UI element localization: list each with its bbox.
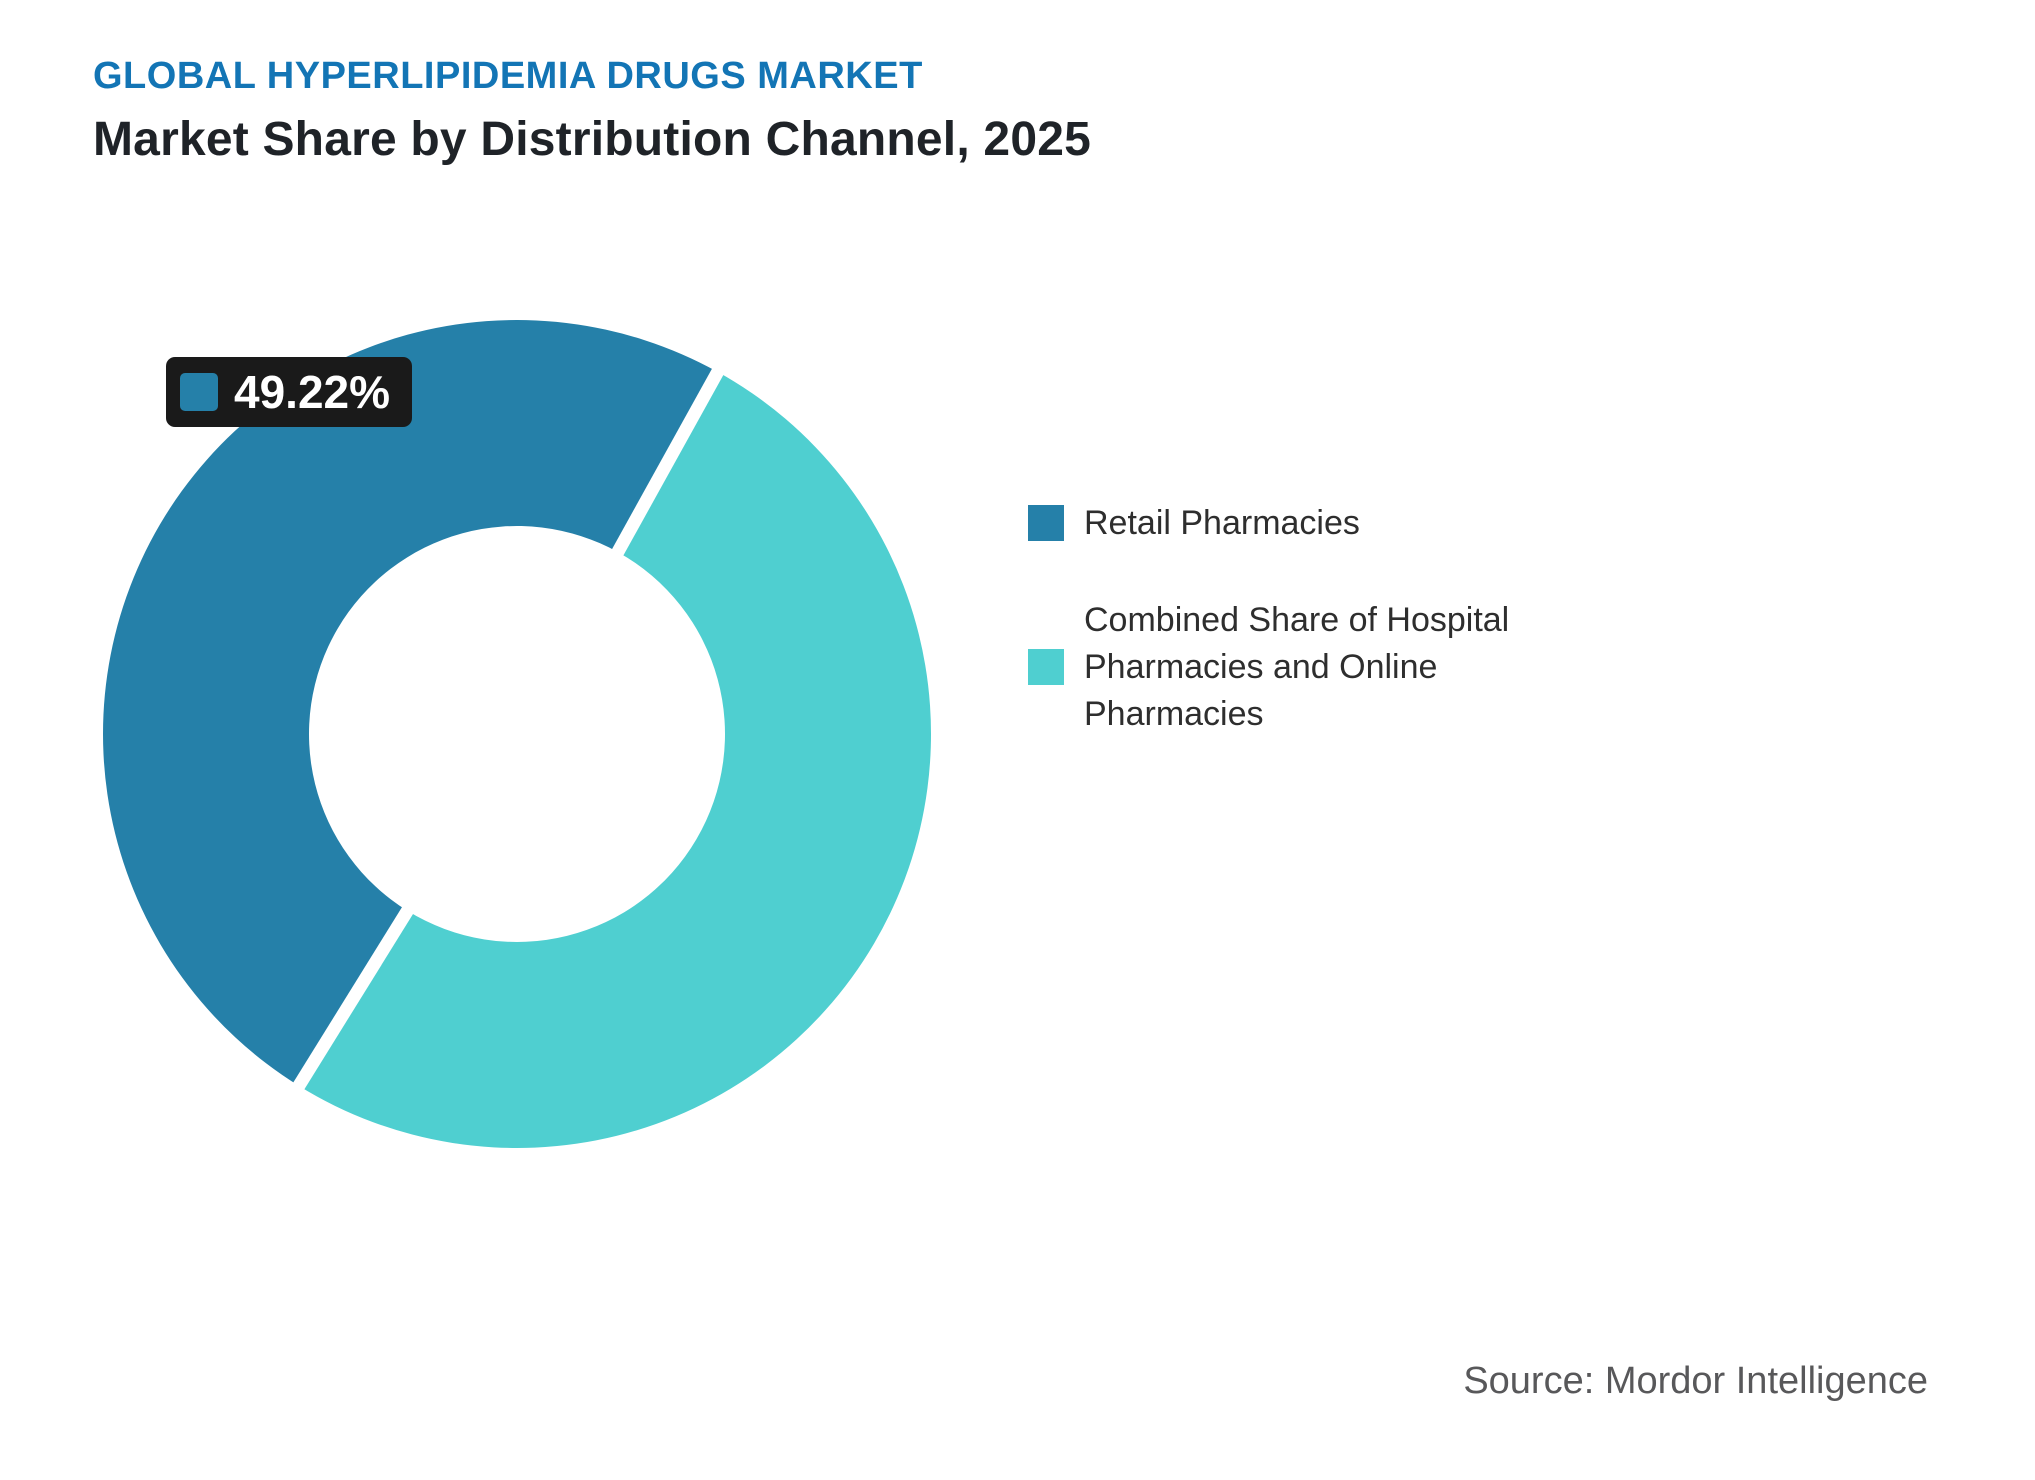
donut-slice-1[interactable] xyxy=(298,371,931,1148)
legend-label-hospital-online-pharmacies: Combined Share of Hospital Pharmacies an… xyxy=(1084,600,1510,733)
data-label-callout: 49.22% xyxy=(166,357,413,427)
report-eyebrow-title: GLOBAL HYPERLIPIDEMIA DRUGS MARKET xyxy=(93,55,923,97)
slice-separator xyxy=(286,845,452,1100)
source-attribution: Source: Mordor Intelligence xyxy=(1463,1360,1928,1402)
legend-swatch-retail-pharmacies xyxy=(1028,505,1064,542)
callout-series-swatch xyxy=(180,373,218,411)
callout-value: 49.22% xyxy=(234,366,391,418)
legend-swatch-hospital-online-pharmacies xyxy=(1028,649,1064,686)
legend-item-retail-pharmacies[interactable]: Retail Pharmacies xyxy=(1028,500,1509,547)
chart-header: GLOBAL HYPERLIPIDEMIA DRUGS MARKET Marke… xyxy=(93,55,1091,167)
chart-legend: Retail Pharmacies Combined Share of Hosp… xyxy=(1028,500,1509,738)
donut-slice-0[interactable] xyxy=(102,319,718,1086)
legend-item-hospital-online-pharmacies[interactable]: Combined Share of Hospital Pharmacies an… xyxy=(1028,597,1509,738)
chart-title: Market Share by Distribution Channel, 20… xyxy=(93,113,1092,166)
legend-label-retail-pharmacies: Retail Pharmacies xyxy=(1084,504,1360,542)
slice-separator xyxy=(576,358,730,619)
